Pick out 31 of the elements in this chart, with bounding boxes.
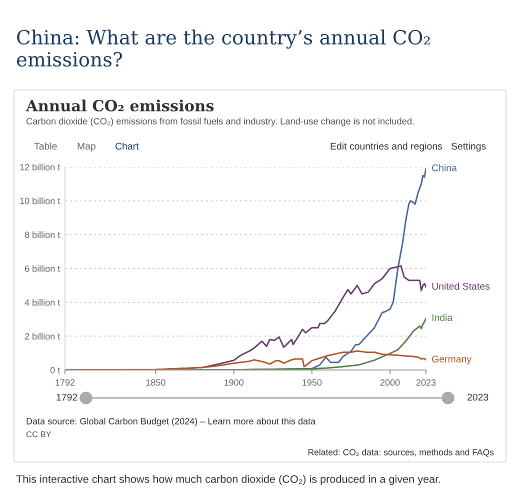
x-tick-label: 2000 [380, 379, 400, 386]
x-tick-label: 1900 [224, 379, 244, 386]
x-tick-label: 1850 [146, 379, 166, 386]
text: Table [34, 142, 57, 150]
x-tick-label: 1792 [56, 379, 75, 386]
y-tick-label: 6 billion t [24, 265, 60, 272]
chart-title: Annual CO₂ emissions [26, 100, 214, 112]
y-tick-label: 10 billion t [20, 198, 60, 204]
series-label: Germany [432, 356, 472, 364]
y-tick-label: 0 t [50, 366, 60, 374]
y-tick-label: 2 billion t [24, 332, 60, 340]
source-note: Data source: Global Carbon Budget (2024) – Learn more about this data [26, 418, 316, 426]
text: CC BY [26, 431, 52, 438]
text: China: What are the country’s annual CO₂ emissions? [16, 30, 430, 67]
y-tick-label: 8 billion t [24, 231, 60, 238]
series-label: United States [432, 282, 490, 290]
chart-subtitle: Carbon dioxide (CO₂) emissions from fossil fuels and industry. Land-use change is not included. [26, 118, 414, 126]
text: 2023 [467, 394, 488, 401]
text: Related: CO₂ data: sources, methods and FAQs [308, 448, 494, 457]
text: Map [78, 142, 96, 152]
text: Edit countries and regions [330, 142, 442, 152]
text: This interactive chart shows how much carbon dioxide (CO₂) is produced in a given year. [16, 474, 440, 486]
text: Settings [451, 142, 486, 152]
text: Chart [115, 142, 139, 150]
text: 1792 [56, 394, 78, 401]
x-tick-label: 1950 [302, 379, 322, 386]
y-tick-label: 4 billion t [24, 299, 60, 306]
series-label: India [432, 314, 453, 322]
x-tick-label: 2023 [416, 379, 436, 386]
series-label: China [432, 164, 457, 172]
y-tick-label: 12 billion t [20, 164, 60, 170]
